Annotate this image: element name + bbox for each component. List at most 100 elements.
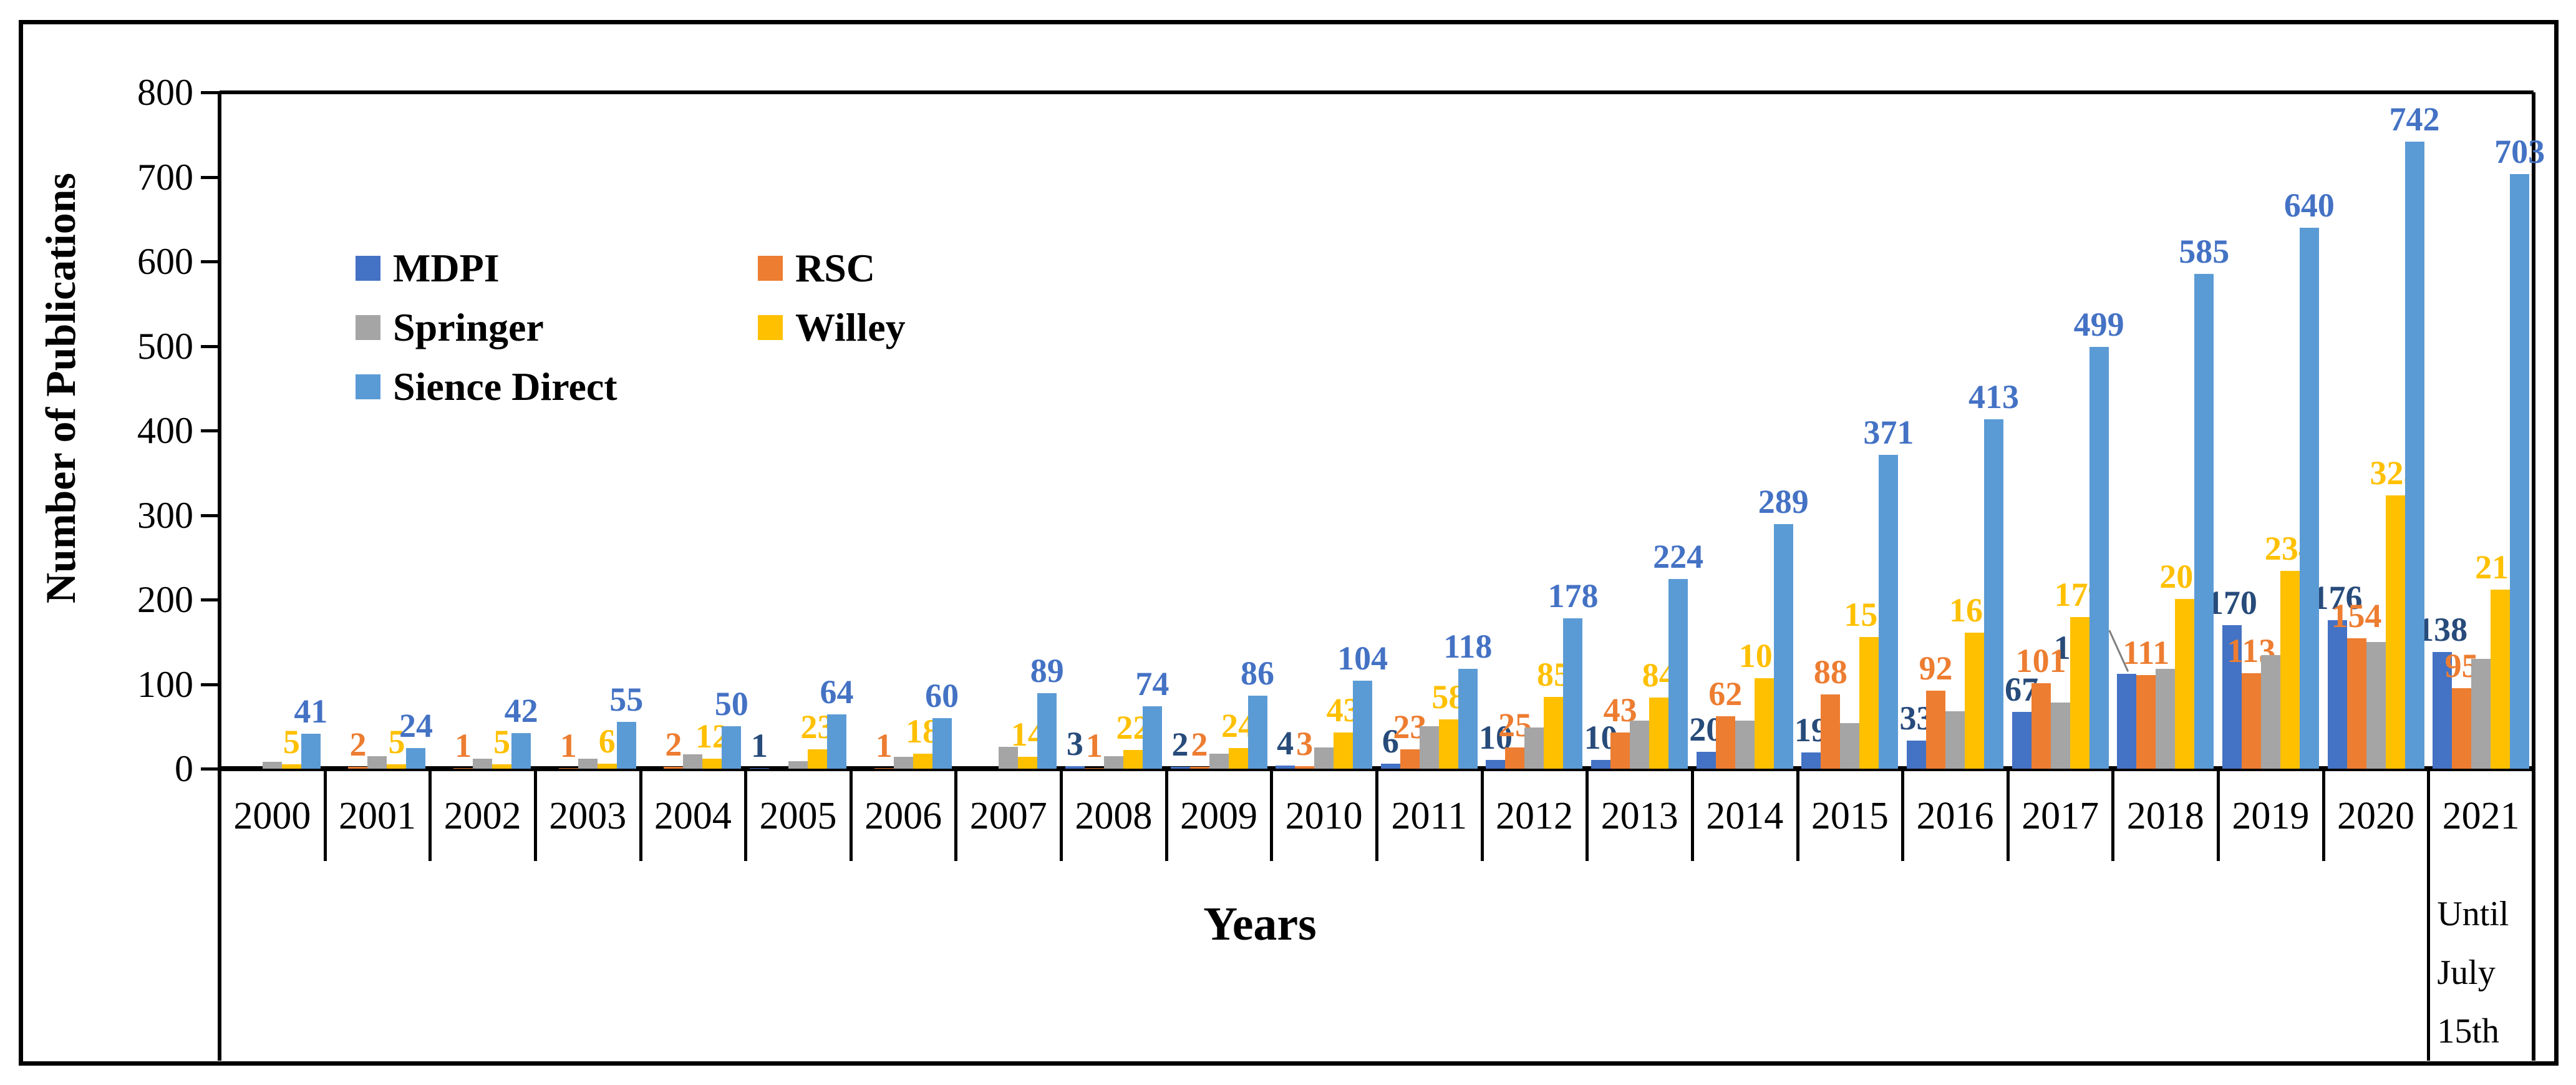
value-label-willey-2001: 5	[388, 723, 405, 761]
bar-springer-2013	[1630, 720, 1650, 769]
x-tick-label: 2007	[969, 795, 1047, 837]
value-label-mdpi-2019: 170	[2206, 583, 2257, 621]
bar-mdpi-2017	[2012, 712, 2031, 769]
value-label-rsc-2020: 154	[2331, 597, 2382, 635]
bar-willey-2012	[1544, 696, 1564, 769]
bar-sience-direct-2005	[827, 714, 846, 769]
bar-mdpi-2010	[1276, 765, 1295, 769]
bar-springer-2015	[1840, 723, 1860, 769]
y-tick-label: 300	[137, 494, 193, 536]
bar-rsc-2012	[1505, 747, 1525, 769]
year-separator	[2427, 769, 2431, 1061]
bar-sience-direct-2007	[1037, 693, 1057, 769]
year-separator	[1270, 769, 1274, 861]
bar-sience-direct-2009	[1247, 696, 1267, 769]
value-label-sience-direct-2010: 104	[1337, 640, 1388, 678]
legend-swatch-willey	[758, 315, 783, 340]
y-tick-label: 600	[137, 241, 193, 282]
value-label-rsc-2015: 88	[1813, 653, 1847, 691]
value-label-willey-2002: 5	[493, 723, 511, 761]
x-tick-label: 2017	[2022, 795, 2099, 837]
bar-rsc-2011	[1400, 749, 1420, 769]
bar-willey-2015	[1859, 636, 1879, 769]
bar-rsc-2003	[558, 767, 578, 769]
year-separator	[954, 769, 958, 861]
bar-willey-2009	[1228, 748, 1248, 769]
value-label-sience-direct-2018: 585	[2179, 233, 2230, 271]
year-separator	[1480, 769, 1484, 861]
bar-willey-2019	[2280, 570, 2300, 769]
bar-sience-direct-2021	[2510, 174, 2530, 769]
x-tick-label: 2008	[1075, 795, 1153, 837]
bar-springer-2005	[788, 761, 808, 769]
value-label-sience-direct-2021: 703	[2494, 133, 2545, 171]
value-label-sience-direct-2012: 178	[1547, 577, 1599, 615]
value-label-rsc-2014: 62	[1708, 674, 1743, 713]
bar-sience-direct-2003	[616, 722, 636, 769]
legend-item-mdpi: MDPI	[356, 248, 500, 288]
bar-sience-direct-2016	[1984, 419, 2003, 769]
y-tick	[201, 175, 220, 179]
value-label-rsc-2009: 2	[1191, 726, 1208, 764]
x-tick-label: 2020	[2337, 795, 2415, 837]
value-label-sience-direct-2006: 60	[925, 676, 959, 714]
y-axis-line	[218, 92, 221, 1061]
value-label-sience-direct-2020: 742	[2389, 100, 2440, 138]
bar-mdpi-2011	[1380, 763, 1400, 769]
year-separator	[323, 769, 327, 861]
axis-note-line: 15th	[2437, 1012, 2499, 1051]
bar-sience-direct-2015	[1879, 455, 1899, 769]
y-axis-title: Number of Publications	[37, 172, 84, 604]
value-label-rsc-2010: 3	[1296, 724, 1314, 762]
bar-springer-2016	[1945, 711, 1965, 769]
value-label-sience-direct-2001: 24	[399, 707, 433, 745]
x-tick-label: 2005	[759, 795, 837, 837]
bar-sience-direct-2000	[301, 734, 321, 769]
value-label-sience-direct-2002: 42	[504, 692, 538, 730]
value-label-sience-direct-2003: 55	[609, 681, 644, 719]
value-label-mdpi-2009: 2	[1171, 726, 1189, 764]
bar-rsc-2002	[453, 767, 473, 769]
x-tick-label: 2021	[2442, 795, 2520, 837]
legend-label: RSC	[795, 246, 876, 290]
x-axis-title: Years	[1203, 898, 1317, 950]
bar-willey-2006	[913, 753, 932, 769]
legend-label: MDPI	[393, 246, 500, 290]
bar-willey-2000	[281, 764, 301, 769]
value-label-mdpi-2020: 176	[2312, 578, 2363, 616]
legend-label: Springer	[393, 305, 544, 349]
year-separator	[1375, 769, 1378, 861]
bar-mdpi-2008	[1065, 766, 1085, 769]
bar-mdpi-2020	[2327, 620, 2347, 769]
bar-sience-direct-2006	[932, 718, 952, 769]
bar-springer-2018	[2156, 669, 2176, 769]
year-separator	[2006, 769, 2010, 861]
bar-sience-direct-2002	[511, 733, 531, 769]
bar-springer-2010	[1314, 747, 1334, 769]
value-label-rsc-2004: 2	[665, 726, 682, 764]
y-tick	[201, 429, 220, 432]
bar-sience-direct-2020	[2404, 141, 2424, 769]
bar-sience-direct-2017	[2089, 346, 2109, 769]
value-label-willey-2000: 5	[283, 723, 300, 761]
bar-sience-direct-2008	[1142, 706, 1162, 769]
bar-rsc-2013	[1610, 732, 1630, 769]
y-tick-label: 0	[175, 748, 193, 789]
bar-mdpi-2013	[1591, 760, 1611, 769]
value-label-sience-direct-2004: 50	[714, 685, 748, 723]
bar-springer-2001	[367, 756, 387, 769]
bar-sience-direct-2014	[1773, 524, 1793, 769]
bar-rsc-2016	[1926, 691, 1945, 769]
x-tick-label: 2000	[233, 795, 311, 837]
y-tick	[201, 683, 220, 686]
x-tick-label: 2012	[1495, 795, 1573, 837]
x-tick-label: 2004	[654, 795, 732, 837]
bar-springer-2012	[1524, 727, 1544, 769]
bar-rsc-2020	[2346, 638, 2366, 769]
value-label-rsc-2016: 92	[1919, 650, 1953, 688]
legend-label: Willey	[795, 305, 906, 349]
plot-top-border	[220, 90, 2534, 94]
x-tick-label: 2018	[2126, 795, 2204, 837]
bar-rsc-2008	[1084, 767, 1104, 769]
bar-rsc-2017	[2031, 683, 2051, 769]
